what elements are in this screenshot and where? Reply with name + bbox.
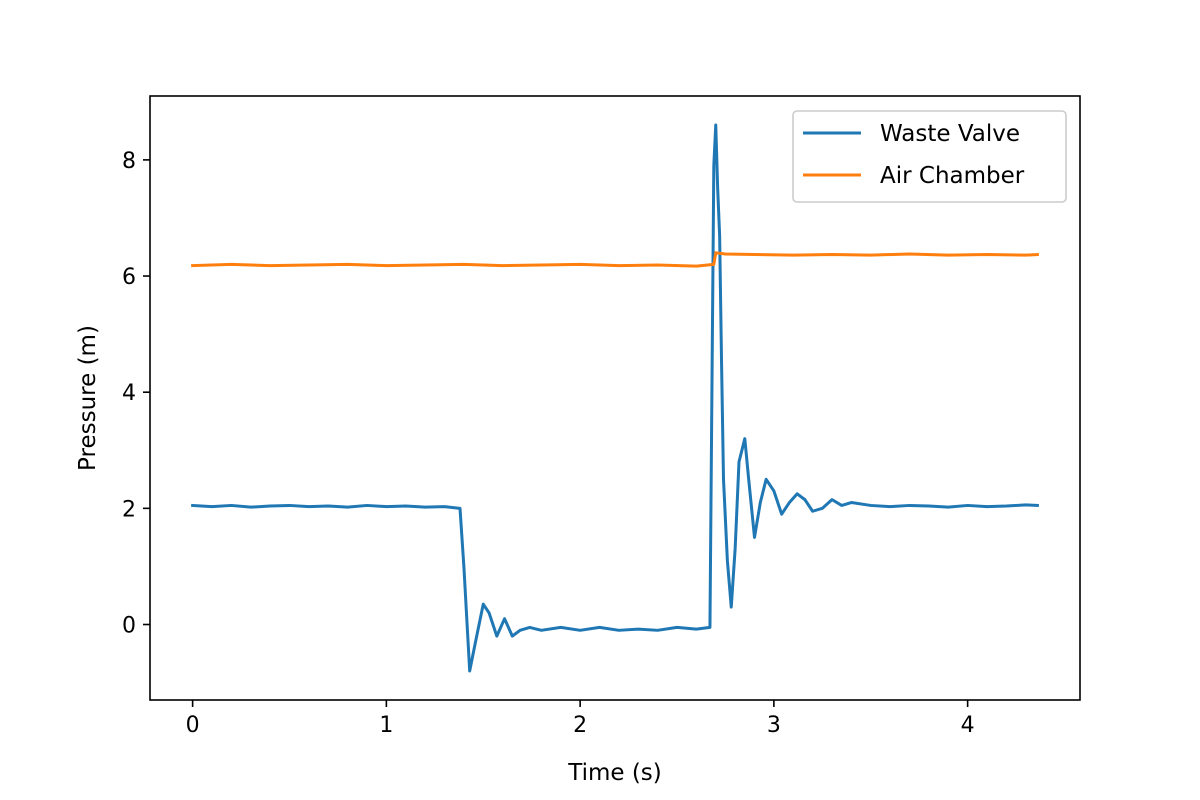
y-tick-label: 6 bbox=[122, 265, 136, 290]
x-tick-label: 0 bbox=[186, 713, 200, 738]
x-tick-label: 2 bbox=[573, 713, 587, 738]
legend-box bbox=[792, 110, 1067, 203]
x-tick-label: 1 bbox=[379, 713, 393, 738]
y-tick-label: 8 bbox=[122, 149, 136, 174]
y-tick-label: 4 bbox=[122, 381, 136, 406]
plot-area-frame bbox=[149, 95, 1081, 701]
x-tick-label: 4 bbox=[961, 713, 975, 738]
series-line-1 bbox=[191, 251, 1039, 268]
legend: Waste Valve Air Chamber bbox=[792, 110, 1067, 203]
x-axis-label: Time (s) bbox=[567, 760, 662, 786]
series-line-0 bbox=[191, 123, 1039, 673]
y-tick-label: 0 bbox=[122, 614, 136, 639]
y-axis-label: Pressure (m) bbox=[75, 325, 101, 471]
legend-label-0: Waste Valve bbox=[880, 121, 1020, 147]
legend-label-1: Air Chamber bbox=[880, 163, 1025, 189]
x-tick-label: 3 bbox=[767, 713, 781, 738]
y-tick-label: 2 bbox=[122, 497, 136, 522]
